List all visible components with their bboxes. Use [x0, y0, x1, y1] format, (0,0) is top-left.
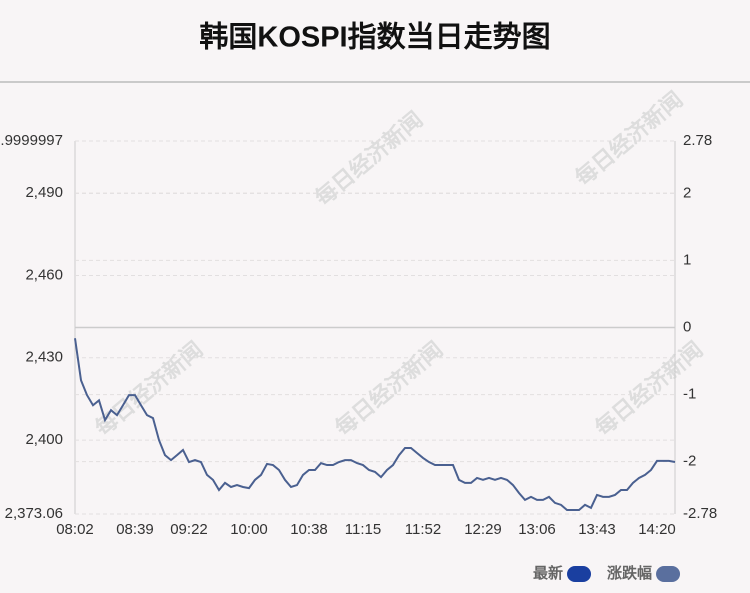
y2-tick-label: -2.78 — [683, 505, 717, 522]
legend-label: 涨跌幅 — [607, 564, 652, 582]
x-tick-label: 12:29 — [464, 521, 502, 538]
y-tick-label: 2,400 — [25, 431, 63, 448]
x-tick-label: 08:02 — [56, 521, 94, 538]
y2-tick-label: 1 — [683, 251, 691, 268]
legend-label: 最新 — [533, 564, 563, 582]
x-tick-label: 08:39 — [116, 521, 154, 538]
x-tick-label: 11:52 — [405, 521, 441, 538]
chart-title: 韩国KOSPI指数当日走势图 — [199, 21, 550, 54]
y2-tick-label: -1 — [683, 386, 696, 403]
y2-tick-label: 2 — [683, 184, 691, 201]
x-tick-label: 13:06 — [518, 521, 556, 538]
y-tick-label: 2,430 — [25, 349, 63, 366]
x-tick-label: 10:00 — [230, 521, 268, 538]
x-tick-label: 14:20 — [638, 521, 676, 538]
y-tick-label: 2,373.06 — [5, 505, 63, 522]
legend-swatch — [656, 566, 681, 582]
y-tick-label: 2,508.9999997 — [0, 132, 63, 149]
x-tick-label: 11:15 — [345, 521, 381, 538]
y2-tick-label: 0 — [683, 318, 691, 335]
y-tick-label: 2,460 — [25, 266, 63, 283]
legend-swatch — [567, 566, 592, 582]
x-tick-label: 10:38 — [290, 521, 328, 538]
y-tick-label: 2,490 — [25, 184, 63, 201]
y2-tick-label: 2.78 — [683, 132, 712, 149]
x-tick-label: 09:22 — [170, 521, 208, 538]
line-series — [74, 338, 676, 512]
x-tick-label: 13:43 — [578, 521, 616, 538]
y2-tick-label: -2 — [683, 453, 696, 470]
